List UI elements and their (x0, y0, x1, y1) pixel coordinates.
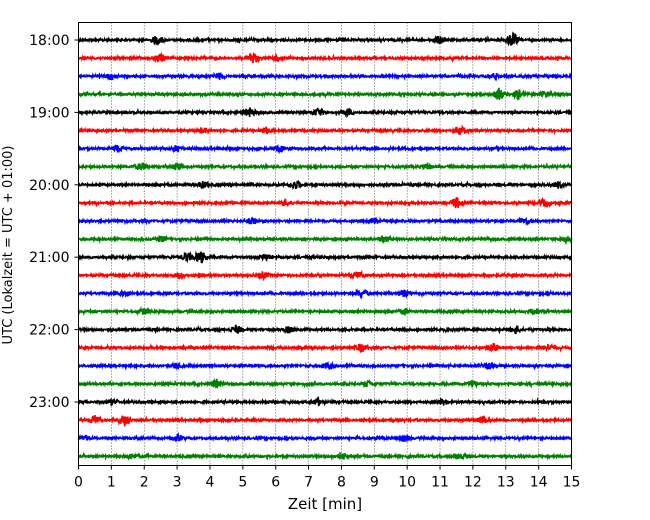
seismogram-trace (77, 143, 573, 155)
seismogram-trace (77, 161, 573, 172)
seismogram-trace (77, 324, 572, 335)
y-tick-label: 18:00 (29, 33, 69, 49)
x-tick-label: 1 (107, 475, 116, 491)
x-tick-label: 11 (431, 475, 449, 491)
seismogram-trace (77, 196, 573, 209)
vertical-grid (111, 22, 539, 466)
seismogram-trace (77, 269, 573, 282)
x-axis-label: Zeit [min] (288, 495, 362, 513)
y-tick-label: 23:00 (29, 395, 69, 411)
x-tick-label: 13 (497, 475, 515, 491)
seismogram-trace (77, 51, 572, 64)
seismogram-trace (78, 288, 573, 300)
y-tick-label: 19:00 (29, 105, 69, 121)
y-tick-label: 22:00 (29, 323, 69, 339)
seismogram-trace (77, 31, 572, 47)
x-tick-label: 12 (464, 475, 482, 491)
seismogram-trace (77, 451, 573, 462)
y-tick-label: 21:00 (29, 250, 69, 266)
x-tick-label: 15 (563, 475, 581, 491)
x-tick-label: 2 (140, 475, 149, 491)
x-tick-label: 7 (304, 475, 313, 491)
seismogram-trace (77, 360, 573, 371)
x-tick-label: 14 (530, 475, 548, 491)
seismogram-traces (77, 31, 573, 462)
plot-frame (78, 22, 572, 466)
seismogram-trace (77, 414, 573, 427)
x-tick-label: 8 (337, 475, 346, 491)
seismogram-trace (77, 431, 573, 443)
seismogram-trace (78, 71, 573, 82)
seismogram-trace (77, 305, 573, 317)
x-tick-label: 0 (74, 475, 83, 491)
seismogram-trace (77, 87, 572, 101)
seismogram-trace (77, 124, 573, 136)
x-tick-label: 9 (370, 475, 379, 491)
x-tick-label: 4 (206, 475, 215, 491)
y-axis-ticks: 18:00 19:00 20:00 21:00 22:00 23:00 (29, 33, 79, 411)
x-tick-label: 6 (271, 475, 280, 491)
seismogram-trace (77, 250, 573, 264)
x-tick-label: 5 (238, 475, 247, 491)
seismogram-trace (77, 378, 573, 390)
seismogram-trace (77, 342, 573, 354)
y-tick-label: 20:00 (29, 178, 69, 194)
seismogram-trace (77, 234, 573, 246)
x-axis-ticks: 0 1 2 3 4 5 6 7 8 9 10 11 12 13 14 15 (74, 465, 581, 491)
seismogram-trace (77, 107, 573, 119)
x-tick-label: 10 (398, 475, 416, 491)
seismogram-trace (77, 216, 573, 226)
seismogram-trace (77, 179, 573, 190)
x-tick-label: 3 (173, 475, 182, 491)
seismogram-trace (77, 395, 573, 407)
y-axis-label: UTC (Lokalzeit = UTC + 01:00) (1, 146, 16, 345)
